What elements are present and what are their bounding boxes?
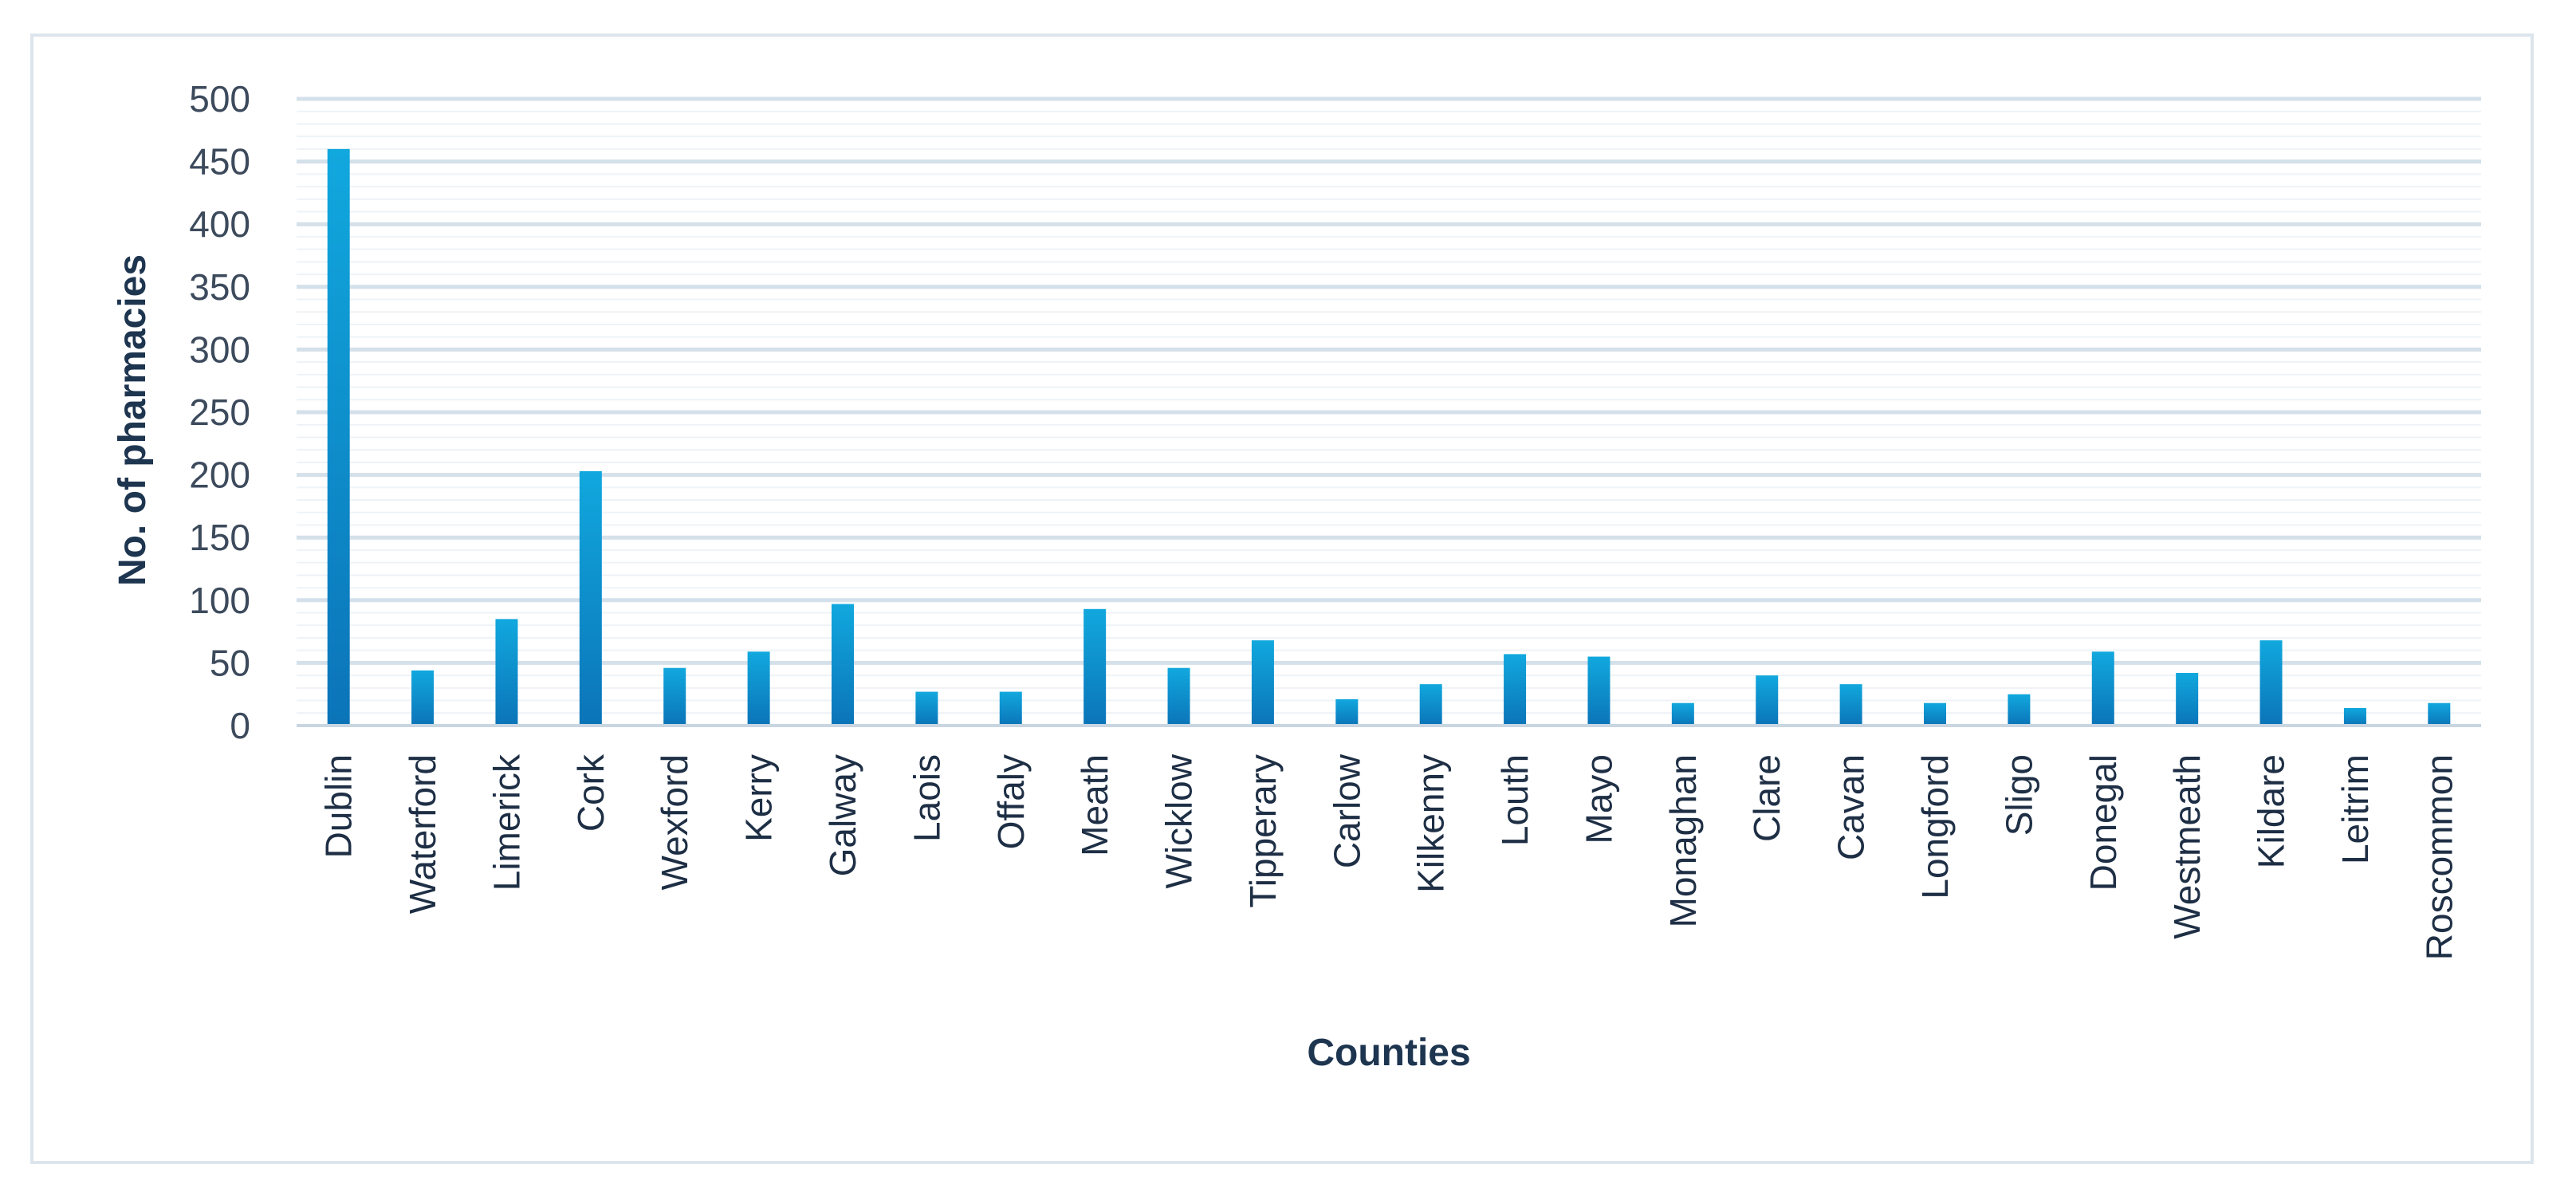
bar-dublin	[327, 148, 350, 726]
y-axis-title: No. of pharmacies	[112, 254, 154, 586]
bar-offaly	[999, 691, 1022, 726]
bar-mayo	[1587, 656, 1610, 726]
bar-longford	[1924, 702, 1946, 726]
y-tick-label: 250	[189, 391, 250, 433]
x-tick-label: Meath	[1074, 754, 1115, 856]
bar-louth	[1504, 654, 1527, 726]
y-tick-label: 350	[189, 266, 250, 308]
x-tick-label: Kerry	[738, 754, 780, 842]
y-tick-label: 300	[189, 329, 250, 370]
bar-monaghan	[1671, 702, 1694, 726]
x-tick-label: Kilkenny	[1410, 754, 1452, 893]
y-tick-label: 450	[189, 141, 250, 183]
bar-sligo	[2008, 694, 2031, 726]
y-tick-label: 400	[189, 203, 250, 245]
x-tick-label: Longford	[1914, 754, 1956, 899]
x-tick-label: Kildare	[2251, 754, 2292, 868]
y-tick-label: 100	[189, 580, 250, 621]
y-tick-label: 500	[189, 78, 250, 120]
bar-chart: 0 50 100 150 200 250 300 350 400 450 500 Dublin Wat…	[112, 78, 2481, 1074]
x-tick-label: Wicklow	[1158, 753, 1200, 888]
x-tick-label: Monaghan	[1662, 754, 1704, 927]
y-tick-label: 0	[230, 705, 250, 746]
bar-kilkenny	[1419, 684, 1442, 726]
bar-cavan	[1839, 684, 1862, 726]
x-tick-label: Dublin	[318, 754, 360, 858]
bar-waterford	[411, 670, 435, 726]
x-tick-label: Galway	[822, 754, 863, 876]
y-tick-label: 150	[189, 517, 250, 558]
y-tick-label: 200	[189, 454, 250, 496]
gridlines	[297, 96, 2481, 714]
bar-roscommon	[2428, 702, 2451, 726]
bar-laois	[915, 691, 938, 726]
x-tick-label: Mayo	[1578, 754, 1619, 844]
x-tick-label: Leitrim	[2334, 754, 2376, 864]
x-tick-label: Donegal	[2082, 754, 2124, 891]
x-tick-label: Wexford	[654, 754, 695, 890]
bars	[327, 148, 2451, 726]
x-tick-label: Waterford	[402, 754, 443, 914]
bar-kildare	[2259, 640, 2283, 726]
bar-donegal	[2091, 651, 2114, 726]
x-tick-label: Tipperary	[1242, 754, 1284, 908]
bar-meath	[1083, 608, 1107, 726]
x-axis-ticks: Dublin Waterford Limerick Cork Wexford Kerry G…	[318, 753, 2460, 960]
bar-wexford	[663, 667, 686, 726]
x-tick-label: Carlow	[1326, 753, 1367, 868]
x-tick-label: Roscommon	[2418, 754, 2460, 960]
x-tick-label: Laois	[906, 754, 947, 842]
bar-westmeath	[2176, 672, 2199, 726]
x-tick-label: Louth	[1494, 754, 1536, 846]
bar-clare	[1756, 675, 1779, 726]
bar-wicklow	[1167, 667, 1190, 726]
y-axis-ticks: 0 50 100 150 200 250 300 350 400 450 500	[189, 78, 250, 746]
x-tick-label: Clare	[1746, 754, 1787, 842]
x-tick-label: Offaly	[990, 754, 1032, 849]
bar-kerry	[747, 651, 770, 726]
bar-galway	[832, 604, 854, 726]
x-axis-title: Counties	[1307, 1032, 1470, 1074]
x-tick-label: Sligo	[1998, 754, 2039, 836]
x-tick-label: Limerick	[486, 753, 527, 891]
bar-tipperary	[1251, 640, 1274, 726]
y-tick-label: 50	[210, 642, 250, 683]
x-tick-label: Cavan	[1831, 754, 1872, 860]
bar-leitrim	[2343, 707, 2366, 726]
chart-frame: 0 50 100 150 200 250 300 350 400 450 500 Dublin Wat…	[30, 33, 2534, 1164]
bar-cork	[579, 470, 602, 726]
x-tick-label: Westmeath	[2166, 754, 2208, 939]
bar-limerick	[495, 619, 518, 726]
x-tick-label: Cork	[570, 753, 612, 832]
bar-carlow	[1335, 698, 1359, 726]
